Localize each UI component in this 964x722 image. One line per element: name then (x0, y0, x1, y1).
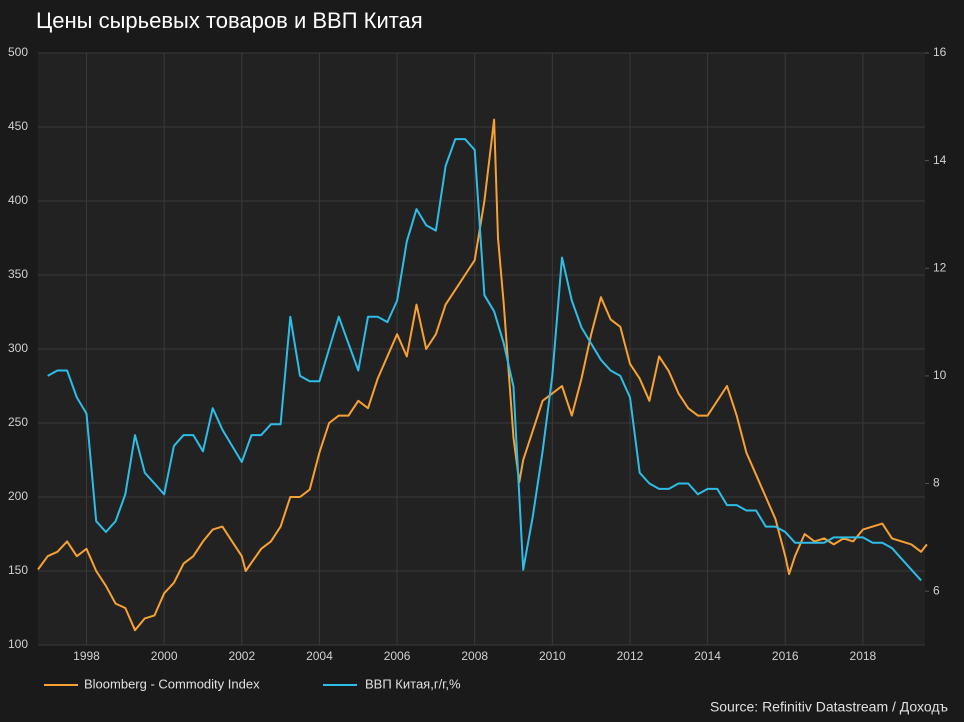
y2-tick-label: 12 (933, 260, 947, 274)
x-tick-label: 2004 (306, 649, 333, 663)
y2-tick-label: 16 (933, 45, 947, 59)
x-tick-label: 2012 (617, 649, 644, 663)
x-tick-label: 1998 (73, 649, 100, 663)
source-note: Source: Refinitiv Datastream / Доходъ (710, 699, 948, 715)
x-tick-label: 2014 (694, 649, 721, 663)
x-tick-label: 2018 (850, 649, 877, 663)
y-tick-label: 450 (8, 119, 28, 133)
x-tick-label: 2010 (539, 649, 566, 663)
y-tick-label: 100 (8, 637, 28, 651)
series-line (37, 118, 928, 632)
y2-tick-label: 8 (933, 476, 940, 490)
y-tick-label: 250 (8, 415, 28, 429)
y2-tick-label: 6 (933, 583, 940, 597)
y-tick-label: 350 (8, 267, 28, 281)
legend-label: ВВП Китая,г/г,% (365, 676, 461, 691)
y-tick-label: 400 (8, 193, 28, 207)
y-tick-label: 500 (8, 45, 28, 59)
x-tick-label: 2016 (772, 649, 799, 663)
y-tick-label: 150 (8, 563, 28, 577)
x-tick-label: 2006 (384, 649, 411, 663)
y2-tick-label: 10 (933, 368, 947, 382)
y2-tick-label: 14 (933, 153, 947, 167)
chart-title: Цены сырьевых товаров и ВВП Китая (36, 8, 423, 33)
x-tick-label: 2000 (151, 649, 178, 663)
legend-label: Bloomberg - Commodity Index (84, 676, 260, 691)
x-tick-label: 2008 (461, 649, 488, 663)
y-tick-label: 300 (8, 341, 28, 355)
series-line (47, 138, 922, 582)
y-tick-label: 200 (8, 489, 28, 503)
x-tick-label: 2002 (228, 649, 255, 663)
